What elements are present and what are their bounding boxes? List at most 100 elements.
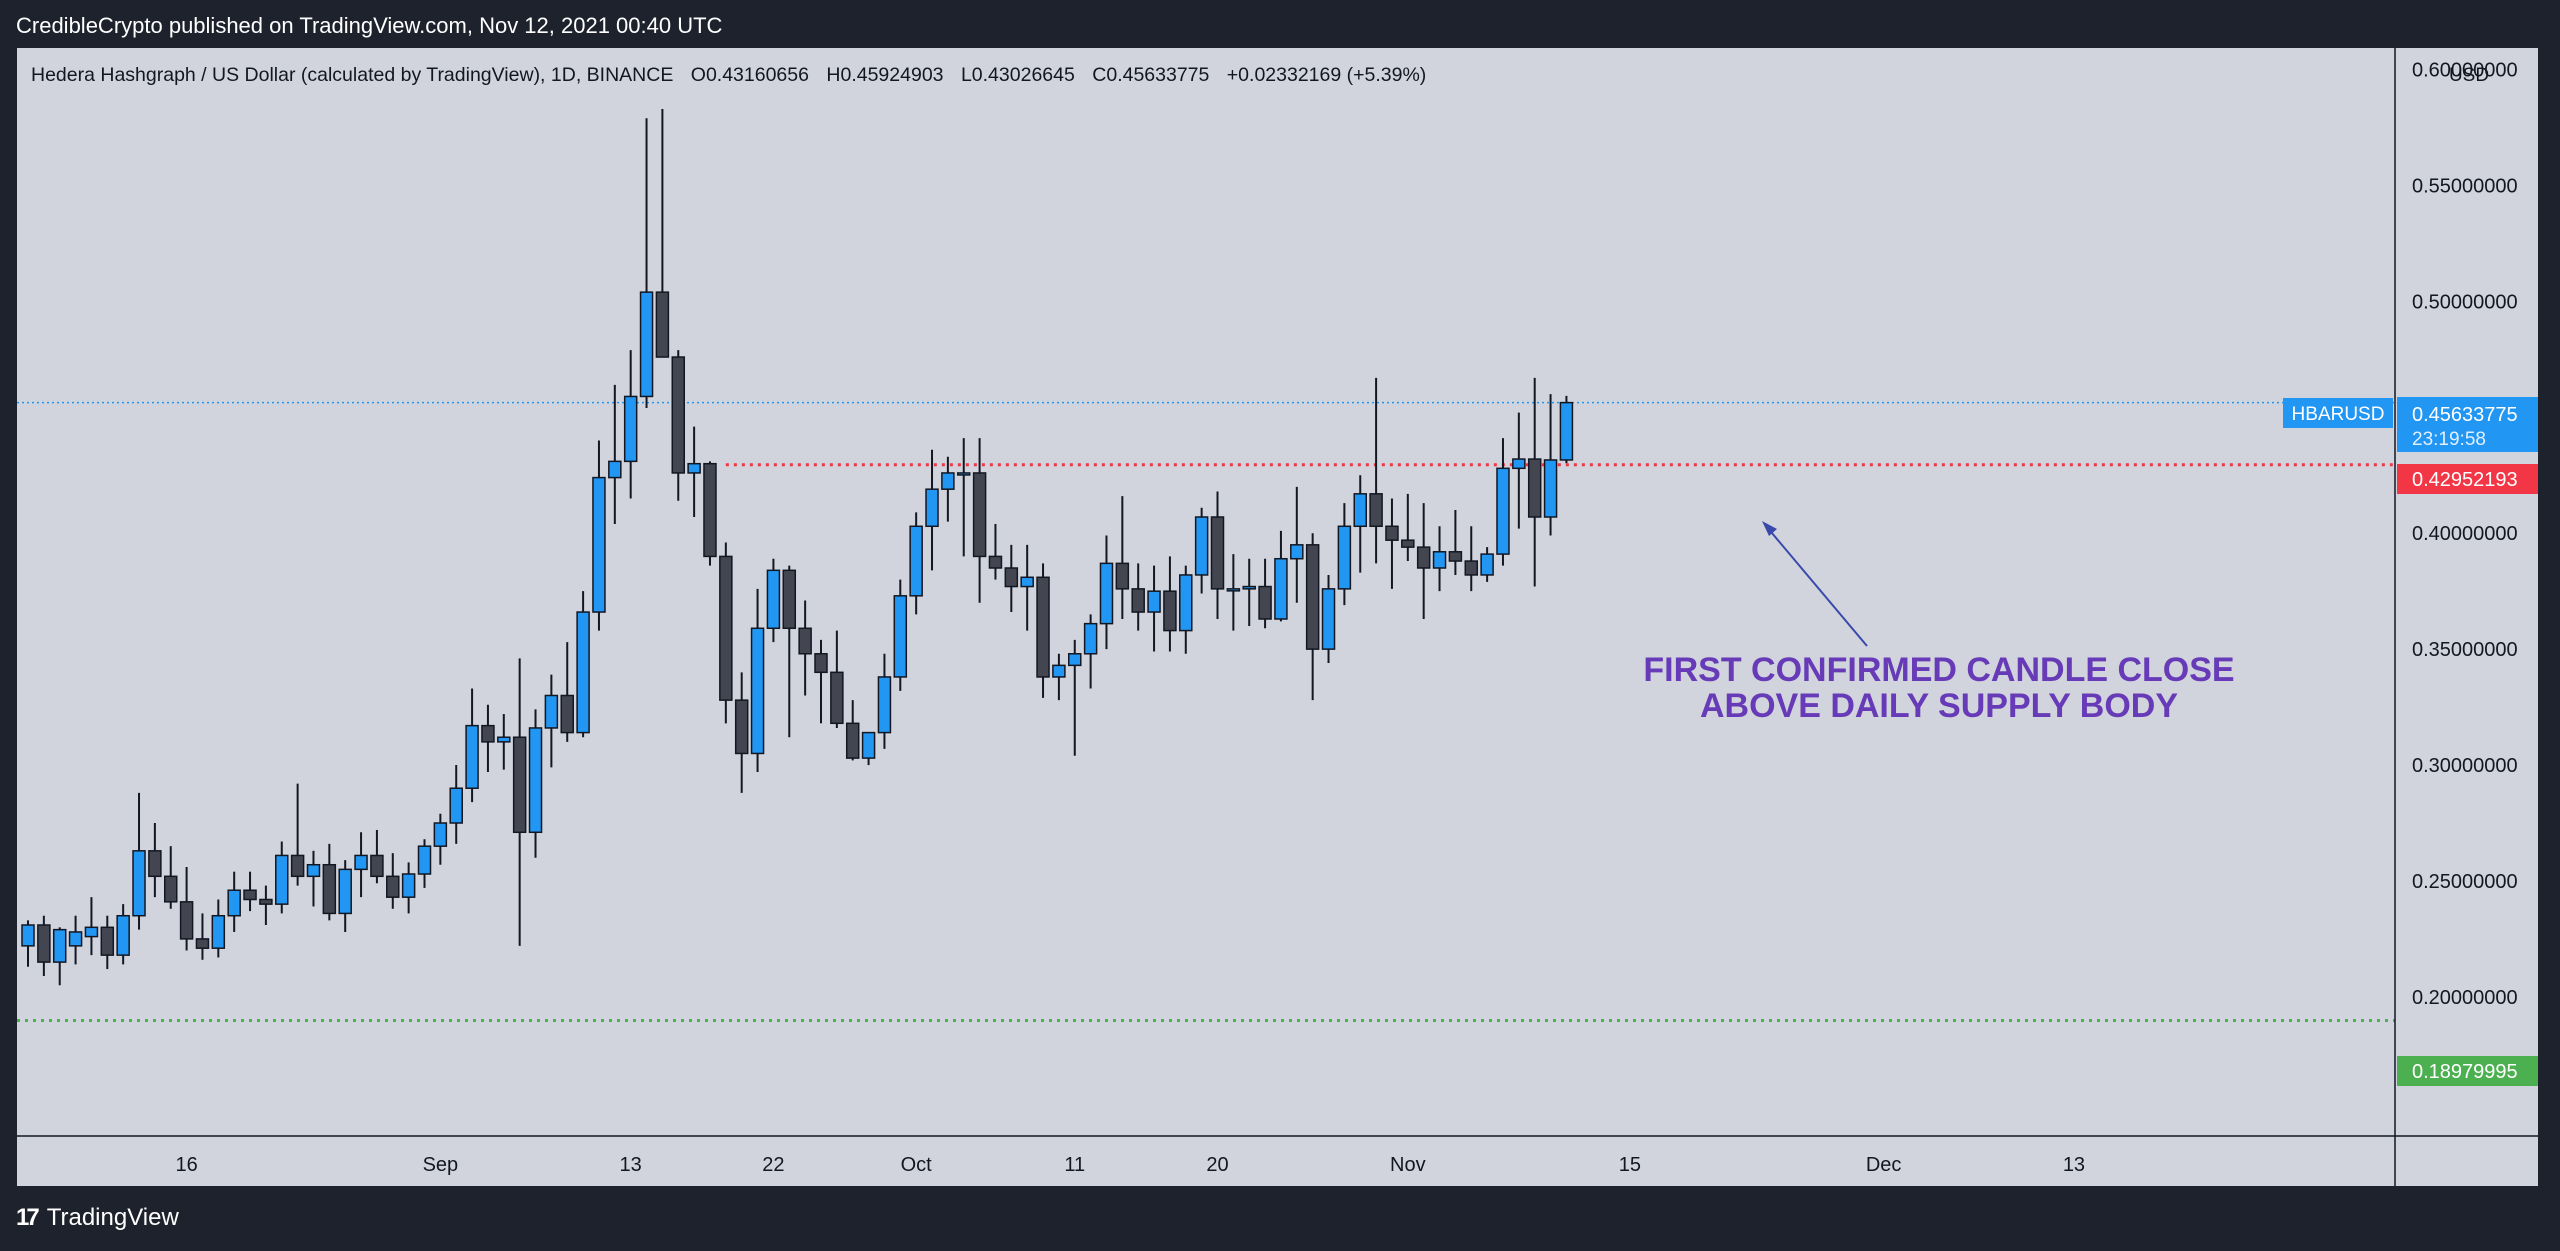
axes [17, 48, 2538, 1186]
candle-body-down [386, 875, 400, 898]
candle-body-up [1337, 525, 1352, 590]
candle-body-up [1052, 664, 1066, 678]
chart-panel[interactable]: 0.20000000 0.25000000 0.30000000 0.35000000… [17, 48, 2538, 1186]
publisher-header: CredibleCrypto published on TradingView.… [0, 0, 2560, 48]
symbol-tag: HBARUSD [2283, 398, 2393, 428]
price-tick-label: 0.55000000 [2412, 176, 2518, 198]
support-label-bg [2397, 1056, 2538, 1086]
candle-body-down [259, 898, 273, 905]
legend-change: +0.02332169 (+5.39%) [1227, 64, 1427, 86]
time-tick-label: 13 [2063, 1154, 2085, 1176]
legend-close-value: 0.45633775 [1106, 64, 1209, 86]
candle-body-up [1099, 562, 1114, 625]
support-price-label: 0.18979995 [2397, 1056, 2538, 1086]
candle-body-down [243, 889, 257, 901]
price-tick-label: 0.20000000 [2412, 987, 2518, 1009]
candle-body-up [132, 850, 146, 917]
candle-body-down [703, 462, 717, 558]
candle-body-up [1512, 458, 1526, 470]
candle-body-up [861, 731, 876, 759]
time-axis-ticks: 16 Sep 13 22 Oct 11 20 Nov 15 Dec 13 [175, 1154, 2085, 1176]
resistance-label-text: 0.42952193 [2412, 469, 2518, 491]
candle-body-down [782, 569, 797, 630]
candle-body-down [481, 724, 495, 743]
candle-body-up [1179, 574, 1193, 632]
candle-body-up [449, 787, 463, 824]
candle-body-up [401, 873, 416, 898]
candle-body-up [639, 291, 654, 398]
candle-body-down [734, 699, 749, 755]
tradingview-logo[interactable]: 17 TradingView [16, 1204, 179, 1232]
candles [21, 109, 1574, 986]
candle-body-up [623, 395, 638, 463]
candle-body-up [925, 488, 939, 528]
candle-body-down [195, 938, 210, 949]
breakout-annotation: FIRST CONFIRMED CANDLE CLOSE ABOVE DAILY… [1643, 521, 2235, 725]
candle-body-up [306, 863, 321, 878]
resistance-price-label: 0.42952193 [2397, 464, 2538, 494]
candle-body-down [830, 671, 844, 725]
candle-body-down [163, 875, 178, 903]
candle-body-down [1527, 458, 1542, 518]
symbol-tag-bg [2283, 398, 2393, 428]
candle-body-down [1385, 525, 1399, 541]
publisher-text: CredibleCrypto published on TradingView.… [16, 13, 723, 38]
candle-body-down [1036, 576, 1050, 678]
candle-body-down [798, 627, 812, 655]
candle-body-up [338, 868, 352, 915]
candle-body-up [1559, 401, 1574, 461]
time-tick-label: 13 [620, 1154, 642, 1176]
currency-label: USD [2449, 65, 2489, 86]
annotation-line-2: ABOVE DAILY SUPPLY BODY [1700, 687, 2178, 725]
candle-body-up [84, 926, 99, 938]
candle-body-up [544, 694, 559, 729]
candle-body-up [528, 727, 543, 834]
candle-body-up [1274, 557, 1288, 620]
candle-body-down [972, 472, 987, 558]
price-tick-label: 0.25000000 [2412, 871, 2518, 893]
candle-body-up [52, 928, 67, 963]
candle-body-up [1068, 653, 1082, 667]
candle-body-up [116, 914, 130, 956]
legend-low-value: 0.43026645 [972, 64, 1075, 86]
candle-body-up [465, 724, 479, 789]
candlestick-chart[interactable]: 0.20000000 0.25000000 0.30000000 0.35000000… [17, 48, 2538, 1186]
last-price-label: 0.45633775 23:19:58 [2397, 397, 2538, 452]
last-price-value: 0.45633775 [2412, 404, 2518, 426]
time-tick-label: 16 [175, 1154, 197, 1176]
candle-body-down [655, 291, 670, 358]
candle-body-down [512, 736, 527, 834]
time-tick-label: 15 [1619, 1154, 1641, 1176]
candle-body-up [687, 462, 701, 474]
candle-body-down [814, 653, 828, 674]
symbol-tag-text: HBARUSD [2292, 404, 2385, 425]
horizontal-levels [17, 401, 2395, 1023]
legend-low-label: L [961, 64, 972, 86]
candle-body-up [909, 525, 923, 597]
candle-body-up [1242, 585, 1256, 590]
ohlc-legend: Hedera Hashgraph / US Dollar (calculated… [31, 64, 1426, 86]
candle-body-up [68, 931, 83, 947]
time-tick-label: 20 [1206, 1154, 1228, 1176]
candle-body-down [1464, 560, 1479, 576]
candle-body-up [592, 476, 606, 613]
tradingview-wordmark: TradingView [46, 1204, 179, 1231]
candle-body-up [941, 472, 955, 490]
candle-body-up [354, 854, 368, 871]
time-tick-label: 11 [1064, 1154, 1085, 1176]
last-price-bg [2397, 397, 2538, 452]
candle-body-down [322, 863, 337, 915]
candle-body-up [1496, 467, 1510, 555]
resistance-label-bg [2397, 464, 2538, 494]
candle-body-up [1480, 553, 1494, 576]
candle-body-down [1258, 585, 1272, 620]
candle-body-down [370, 854, 384, 878]
candle-body-down [100, 926, 115, 956]
annotation-line-1: FIRST CONFIRMED CANDLE CLOSE [1643, 651, 2234, 689]
candle-body-down [719, 555, 733, 701]
tradingview-logo-icon: 17 [16, 1204, 40, 1231]
candle-body-up [211, 914, 226, 949]
candle-body-up [1194, 516, 1209, 576]
candle-body-up [1020, 576, 1034, 588]
candle-body-down [1401, 539, 1415, 548]
